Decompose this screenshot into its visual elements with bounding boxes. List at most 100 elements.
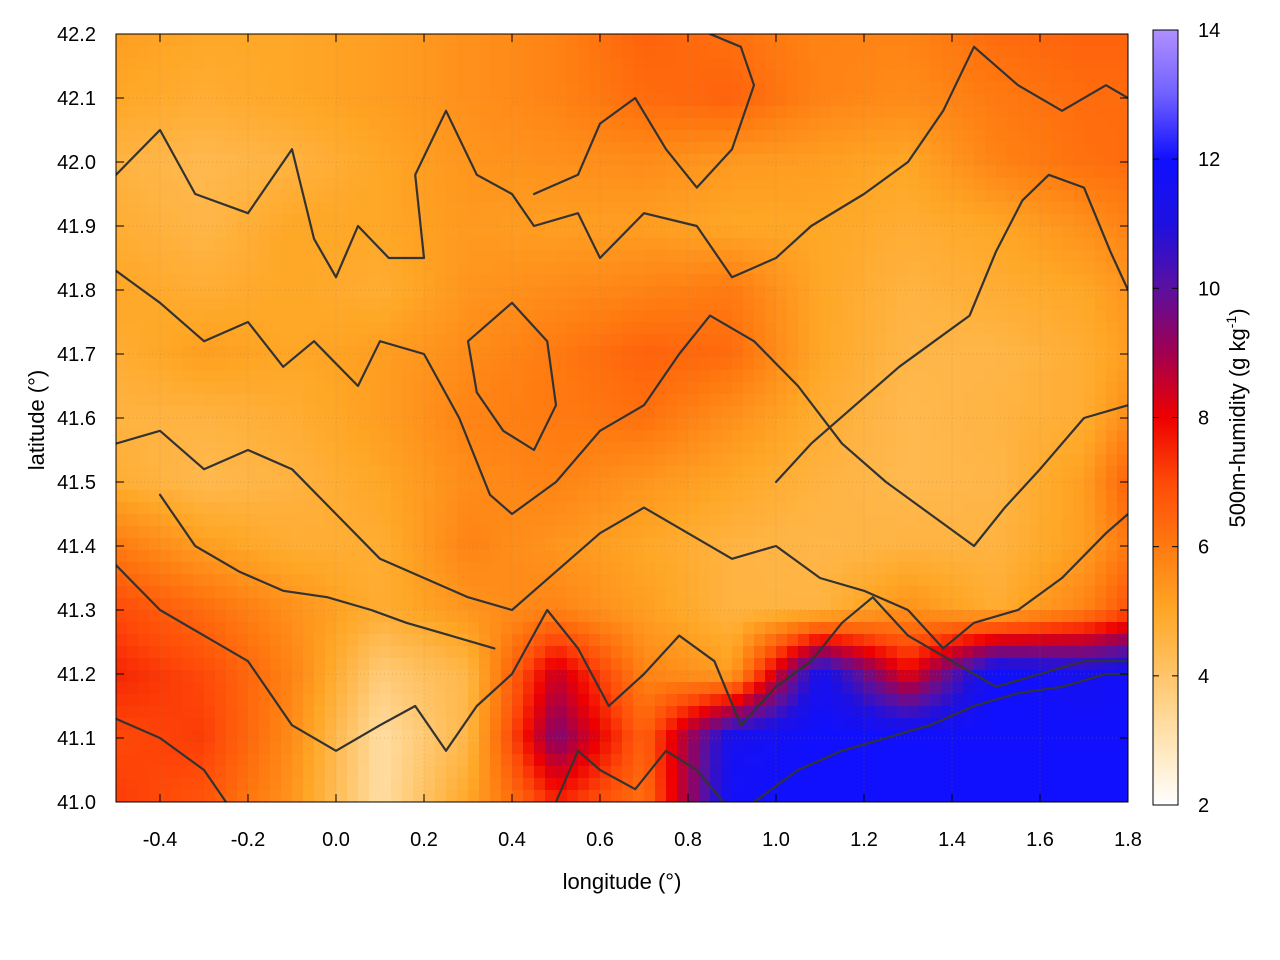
field-cell <box>831 34 843 47</box>
field-cell <box>754 586 766 599</box>
field-cell <box>1007 142 1019 155</box>
field-cell <box>677 130 689 143</box>
field-cell <box>1051 334 1063 347</box>
field-cell <box>754 286 766 299</box>
field-cell <box>721 310 733 323</box>
field-cell <box>116 178 128 191</box>
field-cell <box>182 658 194 671</box>
field-cell <box>1117 46 1128 59</box>
field-cell <box>281 514 293 527</box>
field-cell <box>963 274 975 287</box>
field-cell <box>886 214 898 227</box>
field-cell <box>193 130 205 143</box>
field-cell <box>402 598 414 611</box>
field-cell <box>1106 394 1118 407</box>
field-cell <box>116 430 128 443</box>
field-cell <box>655 586 667 599</box>
field-cell <box>336 634 348 647</box>
field-cell <box>1106 346 1118 359</box>
field-cell <box>985 106 997 119</box>
field-cell <box>490 370 502 383</box>
field-cell <box>248 94 260 107</box>
field-cell <box>259 130 271 143</box>
field-cell <box>743 418 755 431</box>
field-cell <box>347 70 359 83</box>
field-cell <box>1073 586 1085 599</box>
field-cell <box>479 238 491 251</box>
field-cell <box>204 538 216 551</box>
field-cell <box>545 466 557 479</box>
field-cell <box>226 190 238 203</box>
field-cell <box>523 454 535 467</box>
field-cell <box>721 142 733 155</box>
field-cell <box>996 166 1008 179</box>
field-cell <box>1073 358 1085 371</box>
field-cell <box>809 82 821 95</box>
field-cell <box>1106 226 1118 239</box>
field-cell <box>424 670 436 683</box>
field-cell <box>721 490 733 503</box>
field-cell <box>1106 154 1118 167</box>
field-cell <box>204 106 216 119</box>
field-cell <box>809 658 821 671</box>
field-cell <box>127 70 139 83</box>
field-cell <box>941 622 953 635</box>
field-cell <box>160 442 172 455</box>
field-cell <box>292 514 304 527</box>
field-cell <box>1007 538 1019 551</box>
field-cell <box>204 514 216 527</box>
field-cell <box>974 490 986 503</box>
field-cell <box>237 646 249 659</box>
field-cell <box>699 490 711 503</box>
field-cell <box>985 658 997 671</box>
field-cell <box>622 118 634 131</box>
field-cell <box>149 646 161 659</box>
field-cell <box>798 58 810 71</box>
field-cell <box>622 82 634 95</box>
field-cell <box>1073 430 1085 443</box>
field-cell <box>446 370 458 383</box>
field-cell <box>853 346 865 359</box>
field-cell <box>622 166 634 179</box>
field-cell <box>1007 118 1019 131</box>
field-cell <box>127 58 139 71</box>
field-cell <box>941 442 953 455</box>
field-cell <box>600 166 612 179</box>
field-cell <box>787 490 799 503</box>
field-cell <box>776 490 788 503</box>
field-cell <box>820 250 832 263</box>
field-cell <box>171 346 183 359</box>
field-cell <box>435 130 447 143</box>
field-cell <box>424 166 436 179</box>
field-cell <box>523 166 535 179</box>
field-cell <box>270 478 282 491</box>
field-cell <box>1062 370 1074 383</box>
field-cell <box>776 142 788 155</box>
field-cell <box>1062 46 1074 59</box>
field-cell <box>534 298 546 311</box>
field-cell <box>259 298 271 311</box>
field-cell <box>1095 310 1107 323</box>
field-cell <box>886 538 898 551</box>
field-cell <box>831 466 843 479</box>
field-cell <box>336 46 348 59</box>
field-cell <box>358 574 370 587</box>
field-cell <box>490 382 502 395</box>
field-cell <box>611 598 623 611</box>
field-cell <box>688 562 700 575</box>
field-cell <box>512 634 524 647</box>
field-cell <box>193 118 205 131</box>
field-cell <box>655 526 667 539</box>
field-cell <box>589 82 601 95</box>
field-cell <box>457 562 469 575</box>
field-cell <box>1106 310 1118 323</box>
field-cell <box>611 526 623 539</box>
field-cell <box>864 466 876 479</box>
field-cell <box>776 382 788 395</box>
field-cell <box>1018 358 1030 371</box>
field-cell <box>864 58 876 71</box>
field-cell <box>468 502 480 515</box>
field-cell <box>270 382 282 395</box>
field-cell <box>655 406 667 419</box>
field-cell <box>589 454 601 467</box>
